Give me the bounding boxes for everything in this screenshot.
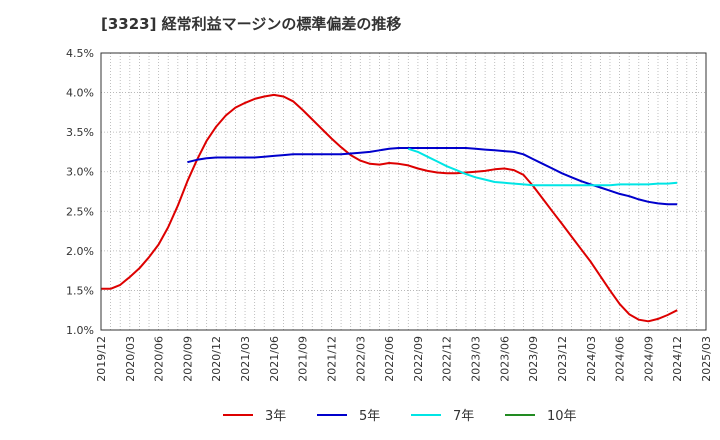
x-tick-label: 2021/12 <box>325 336 338 382</box>
x-tick-label: 2020/06 <box>153 336 166 382</box>
x-tick-label: 2022/09 <box>412 336 425 382</box>
x-tick-label: 2022/06 <box>383 336 396 382</box>
x-tick-label: 2022/12 <box>441 336 454 382</box>
x-tick-label: 2020/03 <box>124 336 137 382</box>
plot-area-frame <box>100 52 707 331</box>
legend: 3年 5年 7年 10年 <box>223 409 577 424</box>
series-line-5年 <box>187 147 678 206</box>
y-tick-label: 1.0% <box>66 324 94 337</box>
x-tick-label: 2019/12 <box>95 336 108 382</box>
y-tick-label: 3.5% <box>66 126 94 139</box>
legend-label: 3年 <box>265 409 286 424</box>
x-tick-label: 2024/06 <box>614 336 627 382</box>
y-tick-label: 3.0% <box>66 166 94 179</box>
x-tick-label: 2024/09 <box>642 336 655 382</box>
y-tick-label: 1.5% <box>66 284 94 297</box>
y-tick-label: 2.0% <box>66 245 94 258</box>
x-tick-label: 2023/03 <box>470 336 483 382</box>
legend-label: 5年 <box>359 409 380 424</box>
x-tick-label: 2020/12 <box>210 336 223 382</box>
series-line-7年 <box>407 147 678 187</box>
x-tick-label: 2020/09 <box>181 336 194 382</box>
x-axis: 2019/12 2020/03 2020/06 2020/09 2020/12 2021/… <box>95 336 713 382</box>
x-tick-label: 2025/03 <box>700 336 713 382</box>
legend-label: 10年 <box>547 409 577 424</box>
chart-title: [3323] 経常利益マージンの標準偏差の推移 <box>101 15 402 33</box>
legend-label: 7年 <box>453 409 474 424</box>
y-tick-label: 4.0% <box>66 87 94 100</box>
x-tick-label: 2024/03 <box>585 336 598 382</box>
y-axis: 1.0% 1.5% 2.0% 2.5% 3.0% 3.5% 4.0% 4.5% <box>66 47 94 337</box>
x-tick-label: 2023/06 <box>498 336 511 382</box>
x-tick-label: 2021/06 <box>268 336 281 382</box>
x-tick-label: 2023/12 <box>556 336 569 382</box>
x-tick-label: 2021/03 <box>239 336 252 382</box>
x-tick-label: 2021/09 <box>297 336 310 382</box>
y-tick-label: 4.5% <box>66 47 94 60</box>
y-tick-label: 2.5% <box>66 205 94 218</box>
x-tick-label: 2024/12 <box>671 336 684 382</box>
x-tick-label: 2022/03 <box>354 336 367 382</box>
x-tick-label: 2023/09 <box>527 336 540 382</box>
series-lines <box>101 93 678 323</box>
grid-lines <box>101 53 706 330</box>
